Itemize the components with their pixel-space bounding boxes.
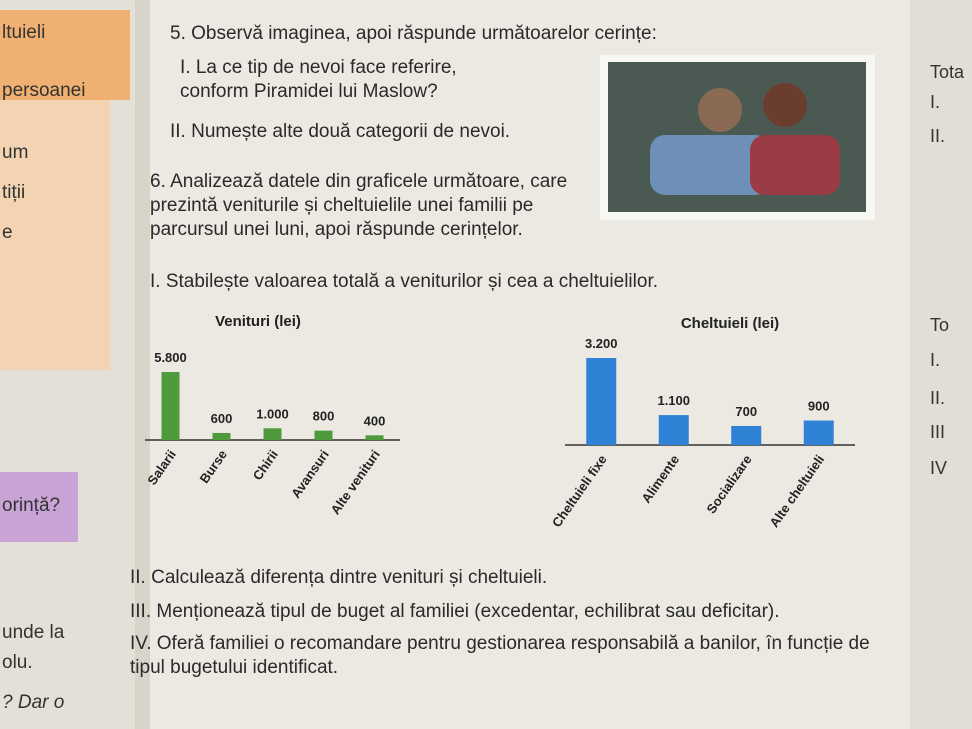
value-label: 3.200 bbox=[585, 336, 618, 351]
category-label: Alte cheltuieli bbox=[766, 452, 827, 530]
category-label: Cheltuieli fixe bbox=[549, 452, 610, 530]
chart-title: Cheltuieli (lei) bbox=[681, 315, 779, 332]
bar bbox=[803, 420, 834, 445]
photo-person bbox=[650, 135, 770, 195]
bar bbox=[263, 428, 282, 440]
margin-text: Tota bbox=[930, 62, 965, 82]
value-label: 600 bbox=[211, 411, 233, 426]
category-label: Salarii bbox=[144, 447, 179, 488]
margin-text: ? Dar o bbox=[2, 692, 65, 713]
margin-text: orință? bbox=[2, 495, 61, 516]
bar bbox=[161, 372, 180, 440]
photo-person bbox=[763, 83, 807, 127]
right-page bbox=[910, 0, 972, 729]
margin-text: I. bbox=[930, 92, 941, 112]
task-item: II. Calculează diferența dintre venituri… bbox=[130, 567, 548, 588]
margin-text: IV bbox=[930, 458, 948, 478]
value-label: 1.000 bbox=[256, 406, 289, 421]
value-label: 5.800 bbox=[154, 350, 187, 365]
margin-text: e bbox=[2, 222, 13, 243]
photo-person bbox=[698, 88, 742, 132]
bar bbox=[314, 430, 333, 440]
margin-text: II. bbox=[930, 388, 946, 408]
bar bbox=[731, 425, 762, 445]
category-label: Burse bbox=[197, 447, 230, 486]
value-label: 900 bbox=[808, 399, 830, 414]
task-item: I. Stabilește valoarea totală a venituri… bbox=[150, 271, 658, 292]
bar bbox=[365, 435, 384, 440]
category-label: Chirii bbox=[250, 447, 281, 483]
margin-text: ltuieli bbox=[2, 22, 46, 43]
task-title: 5. Observă imaginea, apoi răspunde următ… bbox=[170, 23, 657, 44]
task-title: 6. Analizează datele din graficele următ… bbox=[150, 171, 568, 240]
photo-person bbox=[750, 135, 840, 195]
margin-text: To bbox=[930, 315, 950, 335]
bar bbox=[212, 432, 231, 440]
value-label: 800 bbox=[313, 409, 335, 424]
orange-box bbox=[0, 100, 110, 370]
task-item: I. La ce tip de nevoi face referire, con… bbox=[180, 57, 457, 102]
category-label: Alimente bbox=[638, 452, 682, 506]
margin-text: um bbox=[2, 142, 29, 163]
margin-text: olu. bbox=[2, 652, 33, 673]
task-item: II. Numește alte două categorii de nevoi… bbox=[170, 121, 511, 142]
category-label: Alte venituri bbox=[328, 447, 383, 517]
margin-text: tiții bbox=[2, 182, 26, 203]
bar bbox=[586, 358, 617, 445]
category-label: Socializare bbox=[703, 452, 754, 516]
margin-text: II. bbox=[930, 126, 946, 146]
value-label: 1.100 bbox=[657, 393, 690, 408]
value-label: 700 bbox=[735, 404, 757, 419]
purple-box bbox=[0, 472, 78, 542]
bar bbox=[658, 415, 689, 445]
margin-text: unde la bbox=[2, 622, 65, 643]
value-label: 400 bbox=[364, 413, 386, 428]
orange-box bbox=[0, 10, 130, 100]
task-item: III. Menționează tipul de buget al famil… bbox=[130, 601, 780, 622]
margin-text: I. bbox=[930, 350, 941, 370]
margin-text: persoanei bbox=[2, 80, 86, 101]
task-item: IV. Oferă familiei o recomandare pentru … bbox=[130, 633, 870, 678]
chart-title: Venituri (lei) bbox=[215, 313, 301, 330]
margin-text: III bbox=[930, 422, 946, 442]
category-label: Avansuri bbox=[288, 447, 332, 501]
